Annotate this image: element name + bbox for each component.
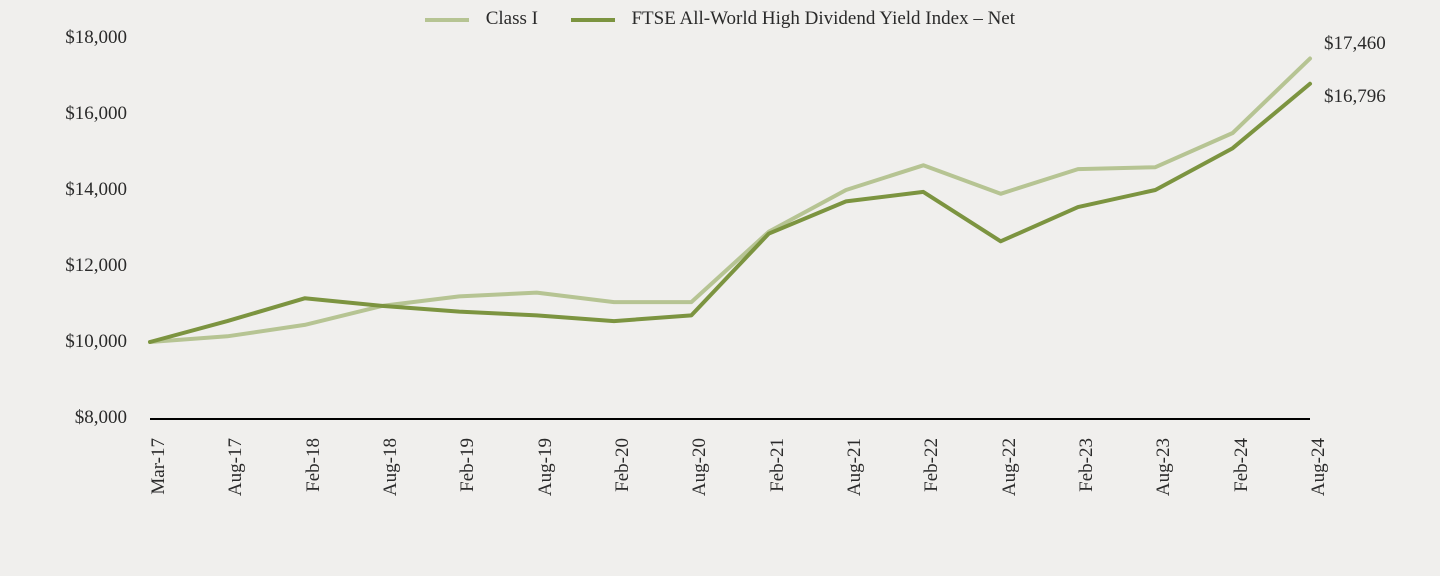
- y-tick-label: $14,000: [65, 179, 127, 201]
- x-axis-labels: Mar-17 Aug-17 Feb-18 Aug-18 Feb-19 Aug-19 Feb-…: [150, 430, 1310, 560]
- y-tick-label: $12,000: [65, 255, 127, 277]
- y-tick-label: $10,000: [65, 331, 127, 353]
- legend: Class I FTSE All-World High Dividend Yie…: [0, 8, 1440, 30]
- legend-label: Class I: [486, 8, 538, 29]
- x-axis-line: [150, 418, 1310, 420]
- x-tick-label: Aug-24: [1308, 438, 1330, 496]
- plot-area: [150, 38, 1310, 418]
- series-lines: [150, 38, 1310, 418]
- y-tick-label: $8,000: [75, 407, 127, 429]
- x-tick-label: Aug-22: [999, 438, 1021, 496]
- x-tick-label: Aug-17: [225, 438, 247, 496]
- legend-label: FTSE All-World High Dividend Yield Index…: [631, 8, 1015, 29]
- growth-chart: Class I FTSE All-World High Dividend Yie…: [0, 0, 1440, 576]
- x-tick-label: Feb-23: [1076, 438, 1098, 492]
- x-tick-label: Aug-19: [535, 438, 557, 496]
- x-tick-label: Feb-24: [1231, 438, 1253, 492]
- x-tick-label: Mar-17: [148, 438, 170, 495]
- y-tick-label: $18,000: [65, 27, 127, 49]
- legend-swatch: [425, 18, 469, 22]
- legend-swatch: [571, 18, 615, 22]
- x-tick-label: Aug-18: [380, 438, 402, 496]
- x-tick-label: Aug-21: [844, 438, 866, 496]
- x-tick-label: Feb-18: [303, 438, 325, 492]
- y-tick-label: $16,000: [65, 103, 127, 125]
- x-tick-label: Aug-20: [689, 438, 711, 496]
- series-line: [150, 84, 1310, 342]
- legend-item-ftse: FTSE All-World High Dividend Yield Index…: [571, 8, 1015, 30]
- x-tick-label: Feb-21: [767, 438, 789, 492]
- legend-item-class-i: Class I: [425, 8, 538, 30]
- x-tick-label: Feb-20: [612, 438, 634, 492]
- x-tick-label: Feb-19: [457, 438, 479, 492]
- series-end-value: $17,460: [1324, 33, 1386, 55]
- series-end-value: $16,796: [1324, 86, 1386, 108]
- x-tick-label: Aug-23: [1153, 438, 1175, 496]
- y-axis-labels: $8,000$10,000$12,000$14,000$16,000$18,00…: [0, 38, 145, 418]
- x-tick-label: Feb-22: [921, 438, 943, 492]
